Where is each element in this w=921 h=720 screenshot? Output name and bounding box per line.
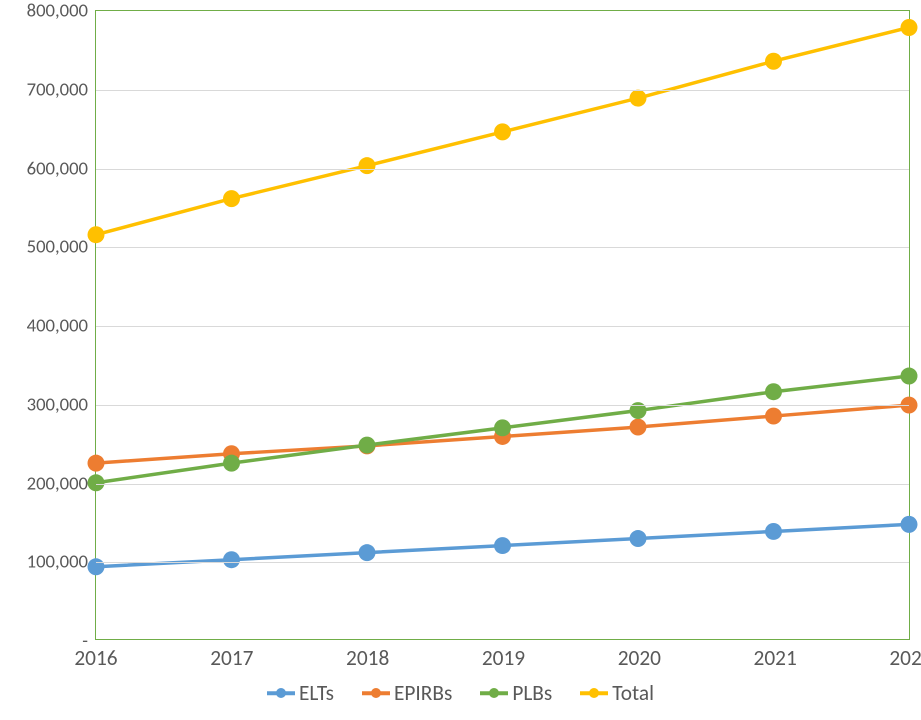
series-layer: [96, 11, 909, 639]
y-tick-label: 200,000: [27, 472, 88, 495]
series-marker: [901, 516, 918, 533]
legend-swatch: [362, 686, 390, 700]
series-marker: [88, 226, 105, 243]
series-marker: [630, 90, 647, 107]
series-marker: [359, 157, 376, 174]
x-tick-label: 2018: [346, 645, 389, 671]
gridline: [96, 169, 909, 170]
series-marker: [630, 419, 647, 436]
y-tick-label: 300,000: [27, 393, 88, 416]
series-marker: [765, 408, 782, 425]
series-marker: [223, 190, 240, 207]
series-marker: [223, 551, 240, 568]
series-marker: [88, 558, 105, 575]
legend-label: ELTs: [299, 680, 334, 706]
y-tick-label: 800,000: [27, 0, 88, 23]
legend-swatch: [267, 686, 295, 700]
y-tick-label: 700,000: [27, 78, 88, 101]
y-tick-label: 600,000: [27, 157, 88, 180]
series-marker: [223, 455, 240, 472]
series-marker: [359, 544, 376, 561]
legend-label: EPIRBs: [394, 680, 452, 706]
x-tick-label: 2017: [210, 645, 253, 671]
x-tick-label: 2016: [74, 645, 117, 671]
legend-swatch: [480, 686, 508, 700]
legend-swatch: [580, 686, 608, 700]
series-marker: [901, 19, 918, 36]
plot-area: -100,000200,000300,000400,000500,000600,…: [95, 10, 910, 640]
legend-item: PLBs: [480, 680, 552, 706]
series-marker: [494, 123, 511, 140]
x-tick-label: 2022: [889, 645, 921, 671]
series-marker: [88, 455, 105, 472]
line-chart: -100,000200,000300,000400,000500,000600,…: [0, 0, 921, 720]
gridline: [96, 562, 909, 563]
gridline: [96, 90, 909, 91]
series-marker: [765, 523, 782, 540]
series-marker: [494, 537, 511, 554]
series-marker: [359, 437, 376, 454]
gridline: [96, 247, 909, 248]
series-marker: [765, 383, 782, 400]
legend: ELTs EPIRBs PLBs Total: [0, 680, 921, 706]
legend-label: Total: [612, 680, 654, 706]
series-marker: [630, 530, 647, 547]
series-marker: [901, 368, 918, 385]
gridline: [96, 326, 909, 327]
legend-item: Total: [580, 680, 654, 706]
y-tick-label: 100,000: [27, 551, 88, 574]
legend-label: PLBs: [512, 680, 552, 706]
legend-item: EPIRBs: [362, 680, 452, 706]
x-tick-label: 2019: [482, 645, 525, 671]
y-tick-label: 500,000: [27, 236, 88, 259]
x-tick-label: 2021: [754, 645, 797, 671]
series-marker: [765, 53, 782, 70]
gridline: [96, 484, 909, 485]
gridline: [96, 405, 909, 406]
legend-item: ELTs: [267, 680, 334, 706]
y-tick-label: 400,000: [27, 315, 88, 338]
series-marker: [494, 419, 511, 436]
x-tick-label: 2020: [618, 645, 661, 671]
